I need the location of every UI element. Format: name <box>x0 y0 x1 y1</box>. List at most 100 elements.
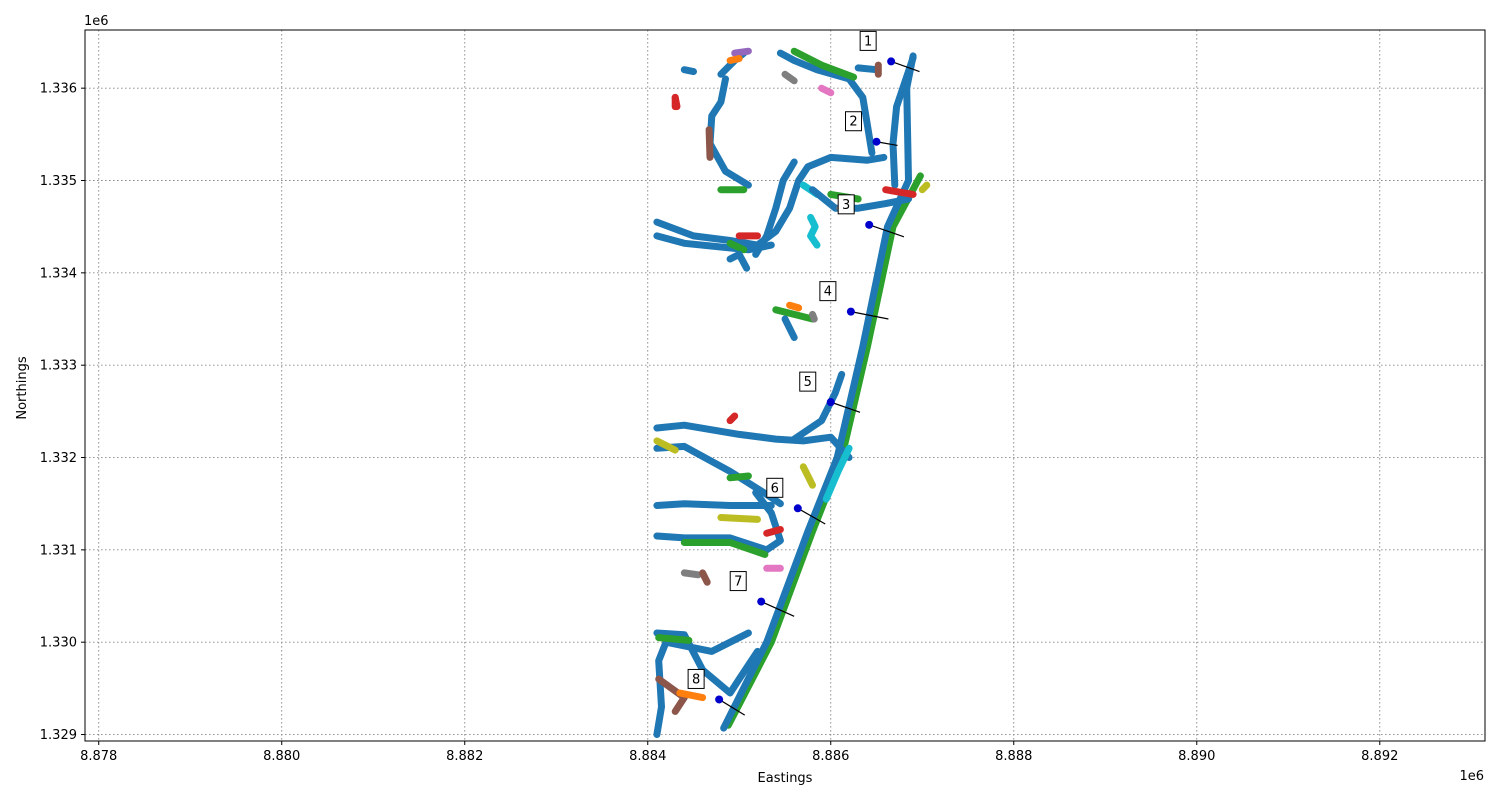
survey-track <box>680 66 697 76</box>
y-tick-label: 1.330 <box>40 636 77 651</box>
x-tick-label: 8.890 <box>1178 749 1215 764</box>
survey-track <box>653 153 888 249</box>
x-axis-title: Eastings <box>758 771 813 786</box>
marker-tail <box>760 601 795 617</box>
marker-label-box <box>729 571 747 592</box>
survey-track <box>717 514 761 523</box>
marker-point <box>757 597 766 606</box>
survey-track <box>726 55 743 64</box>
survey-track <box>882 186 917 198</box>
marker-label-box <box>799 371 817 392</box>
x-tick-label: 8.884 <box>629 749 666 764</box>
marker-label-box <box>819 281 837 302</box>
y-tick-label: 1.335 <box>40 174 77 189</box>
survey-track <box>809 186 912 212</box>
y-offset-label: 1e6 <box>84 14 109 29</box>
marker-label-box <box>859 30 877 51</box>
survey-track <box>726 472 752 482</box>
marker-label-box <box>766 477 784 498</box>
marker-label: 7 <box>734 575 742 590</box>
survey-track <box>726 239 748 254</box>
survey-track <box>653 629 761 697</box>
survey-track <box>786 301 803 312</box>
marker-point <box>846 307 855 316</box>
marker-label-box <box>687 668 705 689</box>
marker-point <box>872 137 881 146</box>
marker-point <box>715 695 724 704</box>
survey-track <box>809 310 818 323</box>
marker-tail <box>830 401 861 413</box>
y-tick-label: 1.331 <box>40 543 77 558</box>
survey-track <box>726 250 751 272</box>
survey-track <box>653 437 679 454</box>
survey-track <box>724 172 924 729</box>
x-tick-label: 8.888 <box>995 749 1032 764</box>
survey-track <box>705 126 714 161</box>
marker-tail <box>797 507 826 525</box>
x-tick-label: 8.878 <box>80 749 117 764</box>
survey-track <box>818 84 835 97</box>
survey-tracks <box>653 47 931 738</box>
survey-track <box>781 70 798 85</box>
marker-point <box>865 220 874 229</box>
survey-track <box>676 689 707 702</box>
marker-label: 2 <box>849 115 857 130</box>
grid <box>85 30 1485 741</box>
marker-tail <box>890 60 920 73</box>
survey-track <box>790 47 858 81</box>
marker-label: 4 <box>824 285 832 300</box>
survey-track <box>889 54 917 189</box>
survey-track <box>763 526 784 537</box>
survey-track <box>653 421 853 461</box>
marker-label: 8 <box>692 672 700 687</box>
x-tick-label: 8.880 <box>263 749 300 764</box>
survey-track <box>781 315 798 341</box>
survey-track <box>653 442 784 508</box>
survey-track <box>790 370 846 443</box>
survey-track <box>655 675 688 715</box>
survey-track <box>720 52 917 732</box>
marker-point <box>826 398 835 407</box>
survey-track <box>772 306 816 323</box>
survey-track <box>752 158 798 258</box>
marker-label-box <box>845 111 863 132</box>
marker-label: 6 <box>771 481 779 496</box>
y-tick-label: 1.333 <box>40 359 77 374</box>
survey-track <box>854 64 880 74</box>
y-tick-label: 1.332 <box>40 451 77 466</box>
marker-point <box>793 504 802 513</box>
survey-track <box>653 500 775 509</box>
survey-track <box>731 47 752 57</box>
marker-label: 1 <box>864 34 872 49</box>
survey-track <box>807 213 821 249</box>
x-tick-label: 8.886 <box>812 749 849 764</box>
survey-track <box>680 539 769 558</box>
survey-track <box>822 444 853 503</box>
y-tick-label: 1.336 <box>40 82 77 97</box>
plot-frame <box>84 29 1486 742</box>
x-tick-label: 8.892 <box>1361 749 1398 764</box>
y-axis-title: Northings <box>15 356 30 419</box>
survey-track <box>653 489 784 554</box>
line-markers: 1 2 3 4 5 6 7 8 <box>687 30 920 716</box>
marker-tail <box>868 224 905 238</box>
x-tick-label: 8.882 <box>446 749 483 764</box>
survey-track <box>799 463 816 489</box>
survey-track <box>653 629 752 738</box>
y-tick-label: 1.329 <box>40 728 77 743</box>
survey-track <box>655 634 693 644</box>
x-axis-ticks: 8.878 8.880 8.882 8.884 8.886 8.888 8.890 8.892 <box>80 741 1398 764</box>
x-offset-label: 1e6 <box>1459 769 1484 784</box>
survey-track <box>706 75 752 189</box>
marker-point <box>887 57 896 66</box>
survey-track <box>726 412 739 425</box>
marker-label: 5 <box>804 375 812 390</box>
marker-tail <box>850 311 889 320</box>
y-axis-ticks: 1.329 1.330 1.331 1.332 1.333 1.334 1.335 1.336 <box>40 82 85 743</box>
survey-track <box>680 569 702 579</box>
marker-label: 3 <box>842 198 850 213</box>
survey-track <box>699 569 711 586</box>
survey-track <box>671 93 681 111</box>
